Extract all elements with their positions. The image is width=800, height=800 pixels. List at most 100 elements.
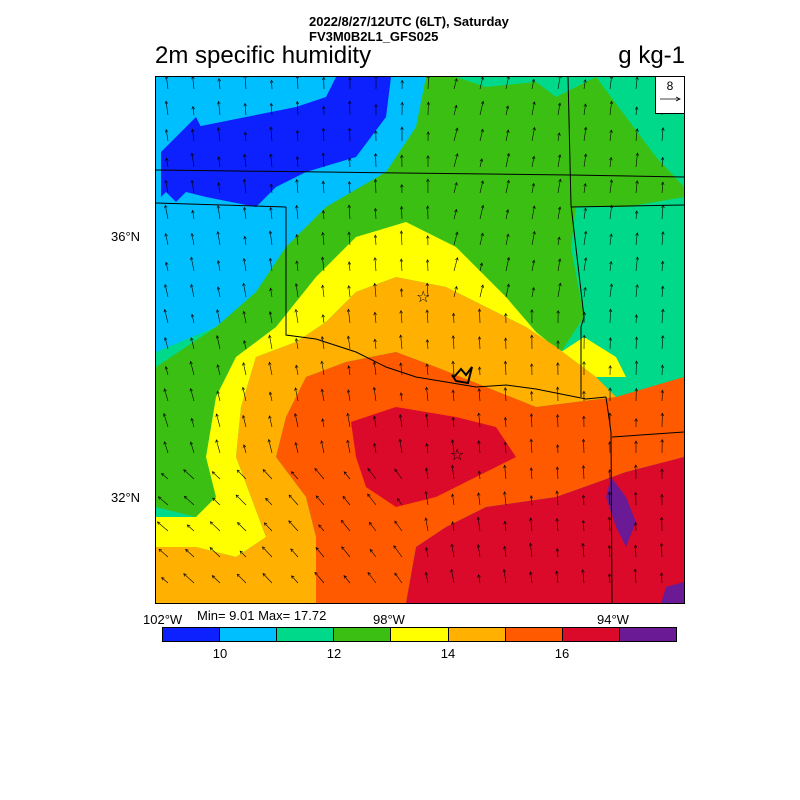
wind-arrow (322, 232, 325, 246)
wind-arrow (243, 283, 247, 298)
wind-arrow (375, 208, 377, 220)
wind-arrow (322, 153, 325, 168)
colorbar-label-12: 12 (326, 646, 342, 661)
wind-arrow (342, 496, 351, 506)
wind-arrow (322, 418, 325, 428)
wind-arrowhead (321, 127, 326, 132)
wind-arrow (322, 181, 325, 194)
wind-arrowhead (373, 415, 377, 420)
wind-arrowhead (454, 181, 458, 186)
wind-arrowhead (582, 361, 586, 365)
wind-arrow (192, 129, 195, 142)
wind-arrow (262, 573, 273, 584)
wind-arrowhead (163, 413, 167, 417)
wind-arrow (505, 105, 509, 116)
wind-arrow (235, 494, 247, 506)
wind-arrowhead (532, 230, 536, 235)
wind-arrow (635, 77, 638, 90)
wind-arrow (609, 205, 612, 220)
wind-arrow (400, 335, 403, 350)
wind-arrowhead (581, 465, 586, 469)
wind-arrowhead (479, 262, 483, 266)
wind-arrowhead (374, 130, 378, 134)
wind-arrow (165, 366, 169, 376)
wind-arrow (211, 575, 221, 584)
wind-arrow (244, 103, 247, 116)
region-red-inner (351, 407, 516, 507)
wind-arrowhead (367, 468, 371, 472)
wind-arrowhead (346, 439, 350, 444)
wind-arrowhead (480, 232, 484, 237)
wind-arrowhead (211, 575, 216, 579)
wind-arrow (343, 471, 351, 480)
wind-arrowhead (450, 464, 455, 469)
wind-arrowhead (399, 288, 404, 292)
wind-arrowhead (425, 282, 430, 287)
wind-arrowhead (581, 438, 586, 443)
wind-arrow (505, 129, 509, 142)
wind-arrow (531, 183, 535, 194)
wind-arrow (341, 520, 351, 532)
date-line: 2022/8/27/12UTC (6LT), Saturday (309, 14, 509, 29)
wind-arrowhead (477, 366, 482, 370)
wind-arrowhead (347, 285, 351, 289)
wind-arrow (557, 132, 560, 142)
colorbar-labels: 10 12 14 16 (0, 646, 800, 662)
wind-arrowhead (268, 257, 273, 262)
wind-arrowhead (476, 516, 481, 521)
wind-arrow (504, 491, 507, 506)
wind-arrowhead (451, 439, 455, 443)
wind-arrowhead (346, 389, 351, 393)
wind-arrowhead (290, 471, 295, 475)
wind-arrowhead (583, 230, 588, 235)
wind-arrowhead (216, 364, 220, 368)
wind-arrowhead (190, 232, 194, 237)
wind-arrow (400, 392, 403, 402)
wind-arrowhead (555, 548, 560, 552)
wind-arrow (400, 310, 403, 324)
wind-arrow (479, 284, 484, 298)
wind-arrow (504, 387, 507, 402)
wind-arrowhead (529, 467, 533, 471)
wind-arrow (609, 309, 611, 324)
wind-arrowhead (659, 542, 664, 547)
wind-arrow (158, 496, 169, 506)
wind-arrow (505, 234, 509, 246)
wind-arrowhead (314, 571, 318, 576)
wind-arrow (531, 79, 535, 90)
wind-arrowhead (555, 413, 560, 418)
wind-arrowhead (635, 284, 639, 288)
wind-arrow (661, 309, 664, 324)
wind-arrowhead (243, 206, 247, 211)
wind-arrowhead (660, 285, 665, 290)
wind-arrowhead (399, 334, 403, 338)
wind-arrowhead (634, 106, 639, 110)
wind-arrow (209, 547, 221, 558)
wind-arrowhead (477, 492, 481, 496)
wind-arrow (479, 336, 481, 350)
wind-arrowhead (425, 309, 429, 313)
wind-arrow (290, 548, 299, 558)
wind-arrowhead (340, 519, 345, 524)
wind-arrow (557, 103, 561, 116)
region-yellow (156, 222, 626, 557)
region-purple (606, 477, 636, 547)
wind-arrow (244, 132, 247, 142)
wind-arrow (453, 313, 455, 324)
wind-arrow (583, 208, 586, 220)
wind-arrow (164, 309, 169, 324)
wind-arrow (183, 469, 195, 480)
wind-arrowhead (165, 77, 169, 80)
wind-arrow (191, 284, 195, 298)
wind-arrowhead (399, 362, 403, 366)
wind-arrowhead (394, 572, 398, 577)
wind-arrow (318, 524, 325, 532)
wind-arrowhead (582, 334, 586, 339)
wind-arrow (661, 231, 664, 246)
wind-arrow (609, 179, 612, 194)
wind-arrow (348, 261, 351, 272)
wind-arrow (397, 498, 403, 506)
wind-arrowhead (583, 286, 587, 291)
wind-arrowhead (479, 158, 483, 162)
wind-arrowhead (348, 157, 352, 161)
